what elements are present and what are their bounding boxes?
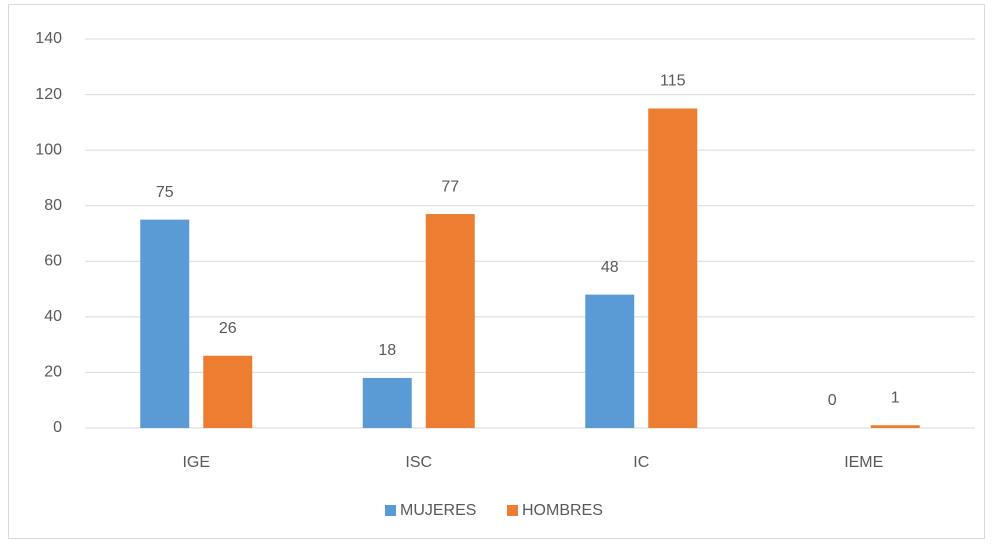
- x-tick-label: IEME: [844, 454, 883, 471]
- x-tick-label: IC: [633, 454, 649, 471]
- y-tick-label: 0: [53, 419, 62, 436]
- x-tick-label: IGE: [182, 454, 210, 471]
- legend-label: MUJERES: [400, 502, 476, 519]
- data-label: 1: [891, 389, 900, 406]
- data-label: 18: [378, 342, 396, 359]
- y-tick-label: 20: [44, 364, 62, 381]
- y-tick-label: 40: [44, 308, 62, 325]
- y-tick-label: 60: [44, 253, 62, 270]
- bar: [425, 214, 475, 428]
- data-label: 77: [441, 178, 459, 195]
- data-label: 0: [828, 392, 837, 409]
- bar: [140, 219, 190, 428]
- data-label: 26: [219, 320, 237, 337]
- x-tick-label: ISC: [405, 454, 432, 471]
- y-tick-label: 140: [35, 30, 62, 47]
- legend-label: HOMBRES: [522, 502, 603, 519]
- y-tick-label: 120: [35, 86, 62, 103]
- bar: [648, 108, 698, 428]
- legend-swatch: [507, 505, 518, 516]
- legend-swatch: [385, 505, 396, 516]
- data-label: 75: [156, 184, 174, 201]
- data-label: 48: [601, 259, 619, 276]
- y-tick-label: 100: [35, 141, 62, 158]
- y-tick-label: 80: [44, 197, 62, 214]
- bar: [203, 355, 253, 428]
- bar: [870, 425, 920, 428]
- bar: [585, 294, 635, 428]
- bar: [362, 377, 412, 428]
- data-label: 115: [660, 73, 686, 90]
